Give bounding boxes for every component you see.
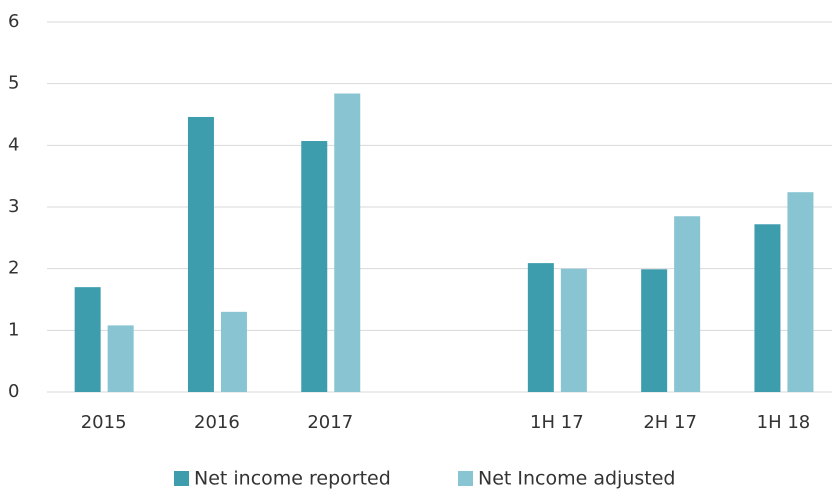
x-tick-label: 2016 — [194, 412, 240, 433]
bar — [74, 287, 101, 392]
legend-swatch — [174, 471, 189, 486]
bar — [334, 93, 361, 393]
bar — [674, 216, 701, 392]
y-tick-label: 6 — [8, 11, 19, 32]
x-tick-label: 1H 17 — [530, 412, 584, 433]
bar — [220, 311, 247, 392]
bar — [560, 268, 587, 392]
y-tick-label: 4 — [8, 134, 19, 155]
bar — [641, 269, 668, 392]
legend-label: Net income reported — [194, 468, 391, 490]
bar — [107, 325, 134, 392]
bar — [754, 224, 781, 392]
legend-label: Net Income adjusted — [478, 468, 675, 490]
y-tick-label: 3 — [8, 196, 19, 217]
bar — [787, 192, 814, 392]
y-tick-label: 0 — [8, 381, 19, 402]
x-tick-label: 1H 18 — [757, 412, 811, 433]
y-tick-label: 2 — [8, 258, 19, 279]
x-tick-label: 2015 — [81, 412, 127, 433]
bar — [301, 141, 328, 392]
x-tick-label: 2H 17 — [643, 412, 697, 433]
bar — [187, 116, 214, 392]
bar — [527, 263, 554, 392]
x-tick-label: 2017 — [307, 412, 353, 433]
y-tick-label: 1 — [8, 319, 19, 340]
y-tick-label: 5 — [8, 73, 19, 94]
legend-swatch — [458, 471, 473, 486]
